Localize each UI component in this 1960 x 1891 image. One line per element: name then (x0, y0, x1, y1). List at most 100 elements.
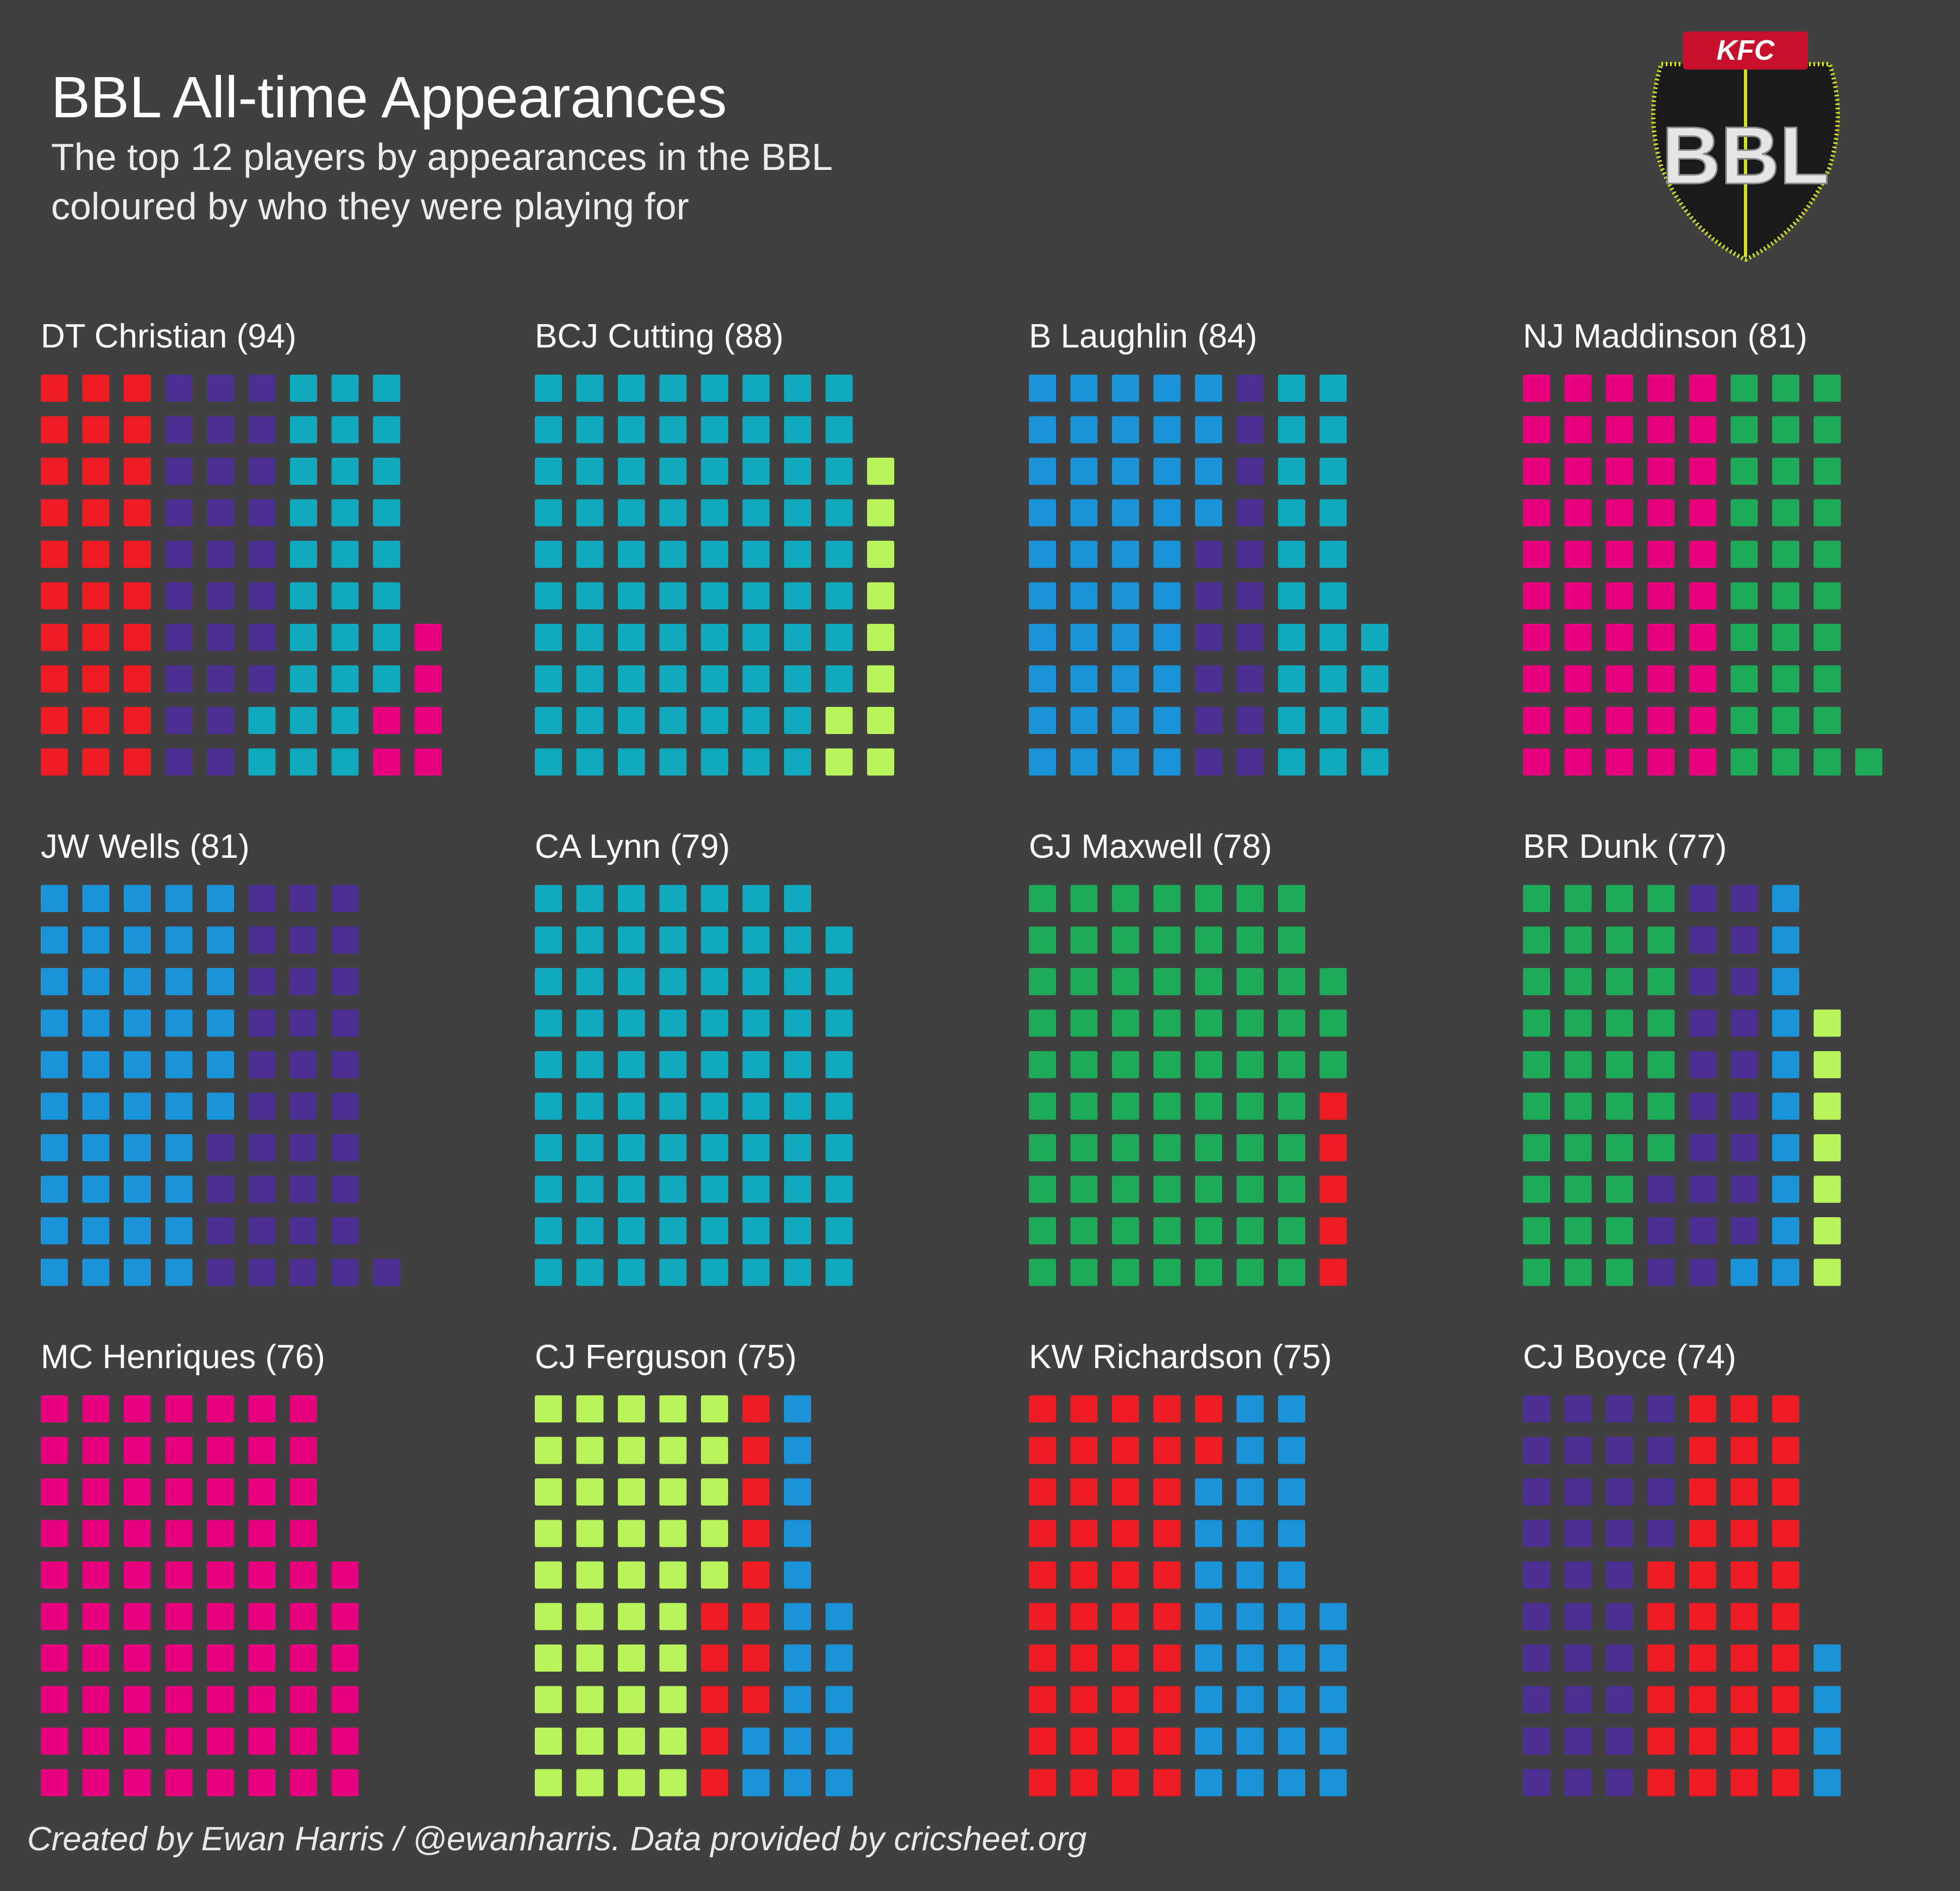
appearance-square-red (1689, 1603, 1716, 1630)
appearance-square-blue (207, 1009, 234, 1037)
player-label: CA Lynn (79) (535, 828, 730, 865)
appearance-square-teal (742, 748, 770, 776)
appearance-square-green (1112, 1092, 1139, 1120)
appearance-square-green (1153, 1009, 1181, 1037)
appearance-square-purple (207, 416, 234, 444)
appearance-square-teal (373, 665, 400, 693)
appearance-square-teal (535, 375, 562, 402)
appearance-square-red (1112, 1561, 1139, 1589)
appearance-square-red (1319, 1134, 1347, 1161)
appearance-square-teal (825, 458, 853, 485)
appearance-square-lime (618, 1769, 645, 1797)
appearance-square-green (1647, 1092, 1675, 1120)
appearance-square-red (1112, 1478, 1139, 1506)
appearance-square-purple (1236, 748, 1264, 776)
appearance-square-magenta (1606, 582, 1633, 610)
appearance-square-teal (825, 624, 853, 651)
appearance-square-red (742, 1478, 770, 1506)
appearance-square-green (1236, 1092, 1264, 1120)
appearance-square-purple (248, 499, 276, 527)
appearance-square-green (1319, 968, 1347, 995)
appearance-square-blue (1772, 885, 1799, 912)
appearance-square-teal (701, 885, 728, 912)
appearance-square-green (1730, 458, 1758, 485)
player-label: MC Henriques (76) (41, 1338, 325, 1376)
appearance-square-teal (618, 624, 645, 651)
appearance-square-purple (165, 458, 193, 485)
appearance-square-purple (1564, 1728, 1592, 1755)
appearance-square-purple (248, 1175, 276, 1203)
appearance-square-purple (1730, 1051, 1758, 1078)
appearance-square-blue (1070, 499, 1098, 527)
appearance-square-purple (1523, 1395, 1550, 1422)
appearance-square-green (1195, 1217, 1222, 1244)
appearance-square-blue (1195, 1769, 1222, 1797)
appearance-square-teal (576, 375, 604, 402)
appearance-square-blue (1236, 1520, 1264, 1547)
appearance-square-teal (659, 624, 687, 651)
appearance-square-green (1029, 1258, 1056, 1286)
appearance-square-blue (1070, 748, 1098, 776)
appearance-square-blue (124, 1258, 151, 1286)
appearance-square-blue (1236, 1728, 1264, 1755)
appearance-square-green (1195, 926, 1222, 954)
appearance-square-teal (535, 885, 562, 912)
appearance-square-blue (784, 1728, 811, 1755)
appearance-square-red (1029, 1728, 1056, 1755)
appearance-square-lime (576, 1561, 604, 1589)
appearance-square-red (1689, 1395, 1716, 1422)
appearance-square-purple (1647, 1395, 1675, 1422)
appearance-square-blue (1070, 707, 1098, 734)
appearance-square-magenta (290, 1603, 317, 1630)
appearance-square-magenta (331, 1686, 359, 1713)
appearance-square-magenta (1564, 624, 1592, 651)
appearance-square-blue (82, 885, 110, 912)
appearance-square-purple (1236, 665, 1264, 693)
appearance-square-purple (290, 1217, 317, 1244)
appearance-square-purple (248, 1217, 276, 1244)
appearance-square-teal (1319, 624, 1347, 651)
appearance-square-magenta (41, 1561, 68, 1589)
appearance-square-teal (784, 1175, 811, 1203)
appearance-square-purple (290, 885, 317, 912)
appearance-square-magenta (290, 1686, 317, 1713)
appearance-square-blue (784, 1437, 811, 1464)
appearance-square-magenta (1523, 707, 1550, 734)
appearance-square-blue (1112, 665, 1139, 693)
appearance-square-red (1029, 1769, 1056, 1797)
appearance-square-purple (1523, 1603, 1550, 1630)
appearance-square-purple (1523, 1561, 1550, 1589)
appearance-square-green (1730, 707, 1758, 734)
appearance-square-blue (1772, 1009, 1799, 1037)
appearance-square-teal (825, 416, 853, 444)
appearance-square-magenta (1564, 665, 1592, 693)
appearance-square-green (1772, 582, 1799, 610)
appearance-square-purple (248, 541, 276, 568)
appearance-square-blue (1236, 1769, 1264, 1797)
appearance-square-blue (165, 1009, 193, 1037)
appearance-square-blue (742, 1728, 770, 1755)
appearance-square-magenta (331, 1645, 359, 1672)
appearance-square-teal (659, 885, 687, 912)
appearance-square-teal (576, 541, 604, 568)
appearance-square-green (1564, 1009, 1592, 1037)
appearance-square-lime (535, 1728, 562, 1755)
appearance-square-lime (1813, 1051, 1841, 1078)
appearance-square-green (1564, 1051, 1592, 1078)
appearance-square-purple (1564, 1603, 1592, 1630)
appearance-square-magenta (124, 1520, 151, 1547)
appearance-square-purple (1730, 1175, 1758, 1203)
appearance-square-red (1029, 1437, 1056, 1464)
appearance-square-teal (784, 748, 811, 776)
appearance-square-magenta (207, 1686, 234, 1713)
bbl-logo: KFC BBL (1651, 31, 1840, 262)
appearance-square-magenta (82, 1645, 110, 1672)
appearance-square-red (82, 624, 110, 651)
appearance-square-blue (1236, 1686, 1264, 1713)
appearance-square-magenta (331, 1728, 359, 1755)
appearance-square-teal (825, 968, 853, 995)
appearance-square-green (1278, 1092, 1305, 1120)
appearance-square-blue (1153, 582, 1181, 610)
appearance-square-purple (1647, 1258, 1675, 1286)
appearance-square-red (1689, 1769, 1716, 1797)
